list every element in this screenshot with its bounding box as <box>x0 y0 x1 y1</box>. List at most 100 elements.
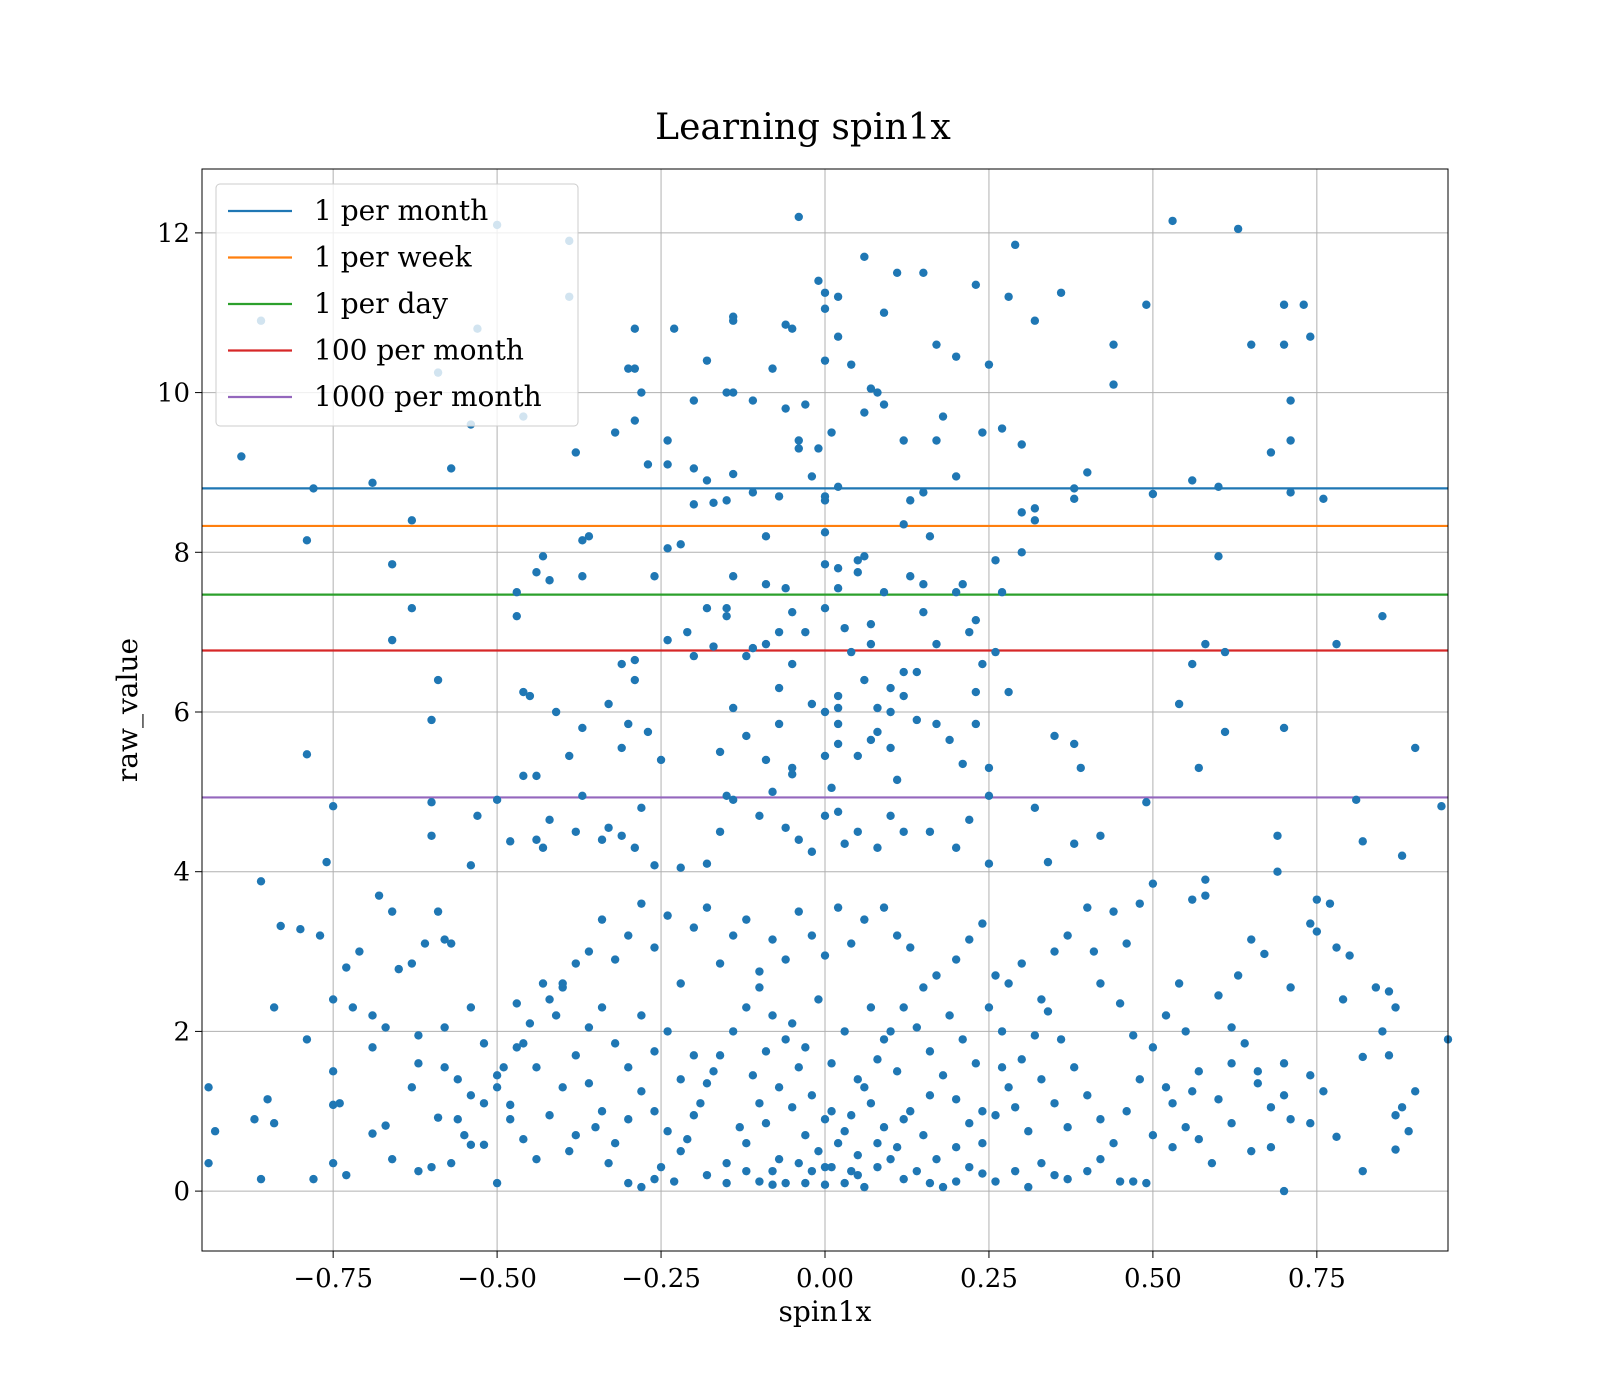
scatter-point <box>1188 895 1197 904</box>
scatter-point <box>1004 1083 1013 1092</box>
scatter-point <box>302 536 312 545</box>
scatter-point <box>532 771 541 781</box>
scatter-point <box>860 552 869 561</box>
scatter-point <box>624 1115 633 1124</box>
scatter-point <box>1115 1177 1125 1186</box>
scatter-point <box>788 770 797 779</box>
scatter-point <box>840 839 849 848</box>
scatter-point <box>584 1023 594 1032</box>
scatter-point <box>558 1083 567 1092</box>
scatter-point <box>322 857 331 867</box>
scatter-point <box>532 1063 541 1072</box>
scatter-point <box>676 540 685 549</box>
scatter-point <box>932 1154 941 1164</box>
scatter-point <box>1083 1091 1092 1100</box>
legend-label: 1 per month <box>314 194 488 227</box>
scatter-point <box>794 436 803 445</box>
scatter-point <box>788 1019 797 1028</box>
scatter-point <box>860 1182 869 1192</box>
scatter-point <box>466 1091 476 1100</box>
scatter-point <box>571 959 580 968</box>
scatter-point <box>1299 300 1308 309</box>
scatter-point <box>997 1027 1007 1036</box>
scatter-point <box>860 1083 869 1092</box>
scatter-point <box>348 1003 358 1012</box>
scatter-point <box>892 931 902 940</box>
scatter-point <box>650 943 659 952</box>
scatter-point <box>466 861 476 870</box>
scatter-point <box>709 1067 718 1076</box>
scatter-point <box>1273 867 1282 876</box>
scatter-point <box>702 859 712 868</box>
scatter-point <box>1050 731 1059 741</box>
scatter-point <box>1286 983 1295 992</box>
scatter-point <box>342 1170 351 1180</box>
scatter-point <box>840 1178 849 1188</box>
scatter-point <box>1411 1087 1420 1096</box>
scatter-point <box>932 436 941 445</box>
scatter-point <box>584 1079 594 1088</box>
scatter-point <box>532 568 541 577</box>
scatter-point <box>978 1107 987 1116</box>
scatter-point <box>1247 935 1256 944</box>
scatter-point <box>610 1138 620 1148</box>
scatter-point <box>315 931 325 940</box>
scatter-point <box>663 1027 672 1036</box>
scatter-point <box>1043 1007 1053 1016</box>
scatter-point <box>296 924 305 934</box>
scatter-point <box>899 1174 908 1184</box>
scatter-point <box>1148 1043 1158 1052</box>
scatter-point <box>630 655 640 665</box>
scatter-point <box>669 1177 679 1186</box>
scatter-point <box>801 1131 810 1140</box>
scatter-point <box>643 727 653 737</box>
scatter-point <box>473 811 482 821</box>
scatter-point <box>663 460 672 469</box>
scatter-point <box>886 683 895 693</box>
scatter-point <box>394 964 403 974</box>
scatter-point <box>801 1178 810 1188</box>
scatter-point <box>1214 1095 1223 1104</box>
scatter-point <box>328 1067 338 1076</box>
scatter-point <box>440 1023 449 1032</box>
scatter-points <box>204 212 1453 1196</box>
scatter-point <box>820 811 830 821</box>
scatter-point <box>1083 1166 1092 1176</box>
scatter-point <box>860 915 869 924</box>
scatter-point <box>1017 440 1026 449</box>
scatter-point <box>866 1003 876 1012</box>
scatter-point <box>794 212 803 222</box>
scatter-point <box>427 831 436 840</box>
scatter-point <box>833 564 843 573</box>
scatter-point <box>728 931 738 940</box>
scatter-point <box>551 1011 561 1020</box>
scatter-point <box>1168 216 1177 226</box>
scatter-point <box>1332 1132 1341 1142</box>
scatter-point <box>597 915 607 924</box>
scatter-point <box>879 400 889 409</box>
legend: 1 per month 1 per week 1 per day 100 per mo… <box>215 183 579 427</box>
scatter-point <box>840 1027 849 1036</box>
scatter-point <box>512 999 521 1008</box>
scatter-point <box>604 823 613 832</box>
scatter-point <box>722 496 731 505</box>
scatter-point <box>991 1177 1000 1186</box>
scatter-point <box>788 607 797 617</box>
scatter-point <box>833 292 843 301</box>
scatter-point <box>663 911 672 920</box>
scatter-point <box>558 979 567 988</box>
scatter-point <box>951 588 961 597</box>
scatter-point <box>709 642 718 651</box>
scatter-point <box>512 588 521 597</box>
scatter-point <box>1371 983 1381 992</box>
scatter-point <box>368 478 377 488</box>
scatter-point <box>899 667 908 677</box>
scatter-point <box>1378 1027 1387 1036</box>
scatter-point <box>912 1166 922 1176</box>
scatter-point <box>1194 763 1204 773</box>
scatter-point <box>814 276 823 285</box>
x-tick-label: −0.50 <box>457 1264 537 1294</box>
scatter-point <box>538 843 548 852</box>
scatter-point <box>447 1158 456 1168</box>
scatter-point <box>624 1178 633 1188</box>
